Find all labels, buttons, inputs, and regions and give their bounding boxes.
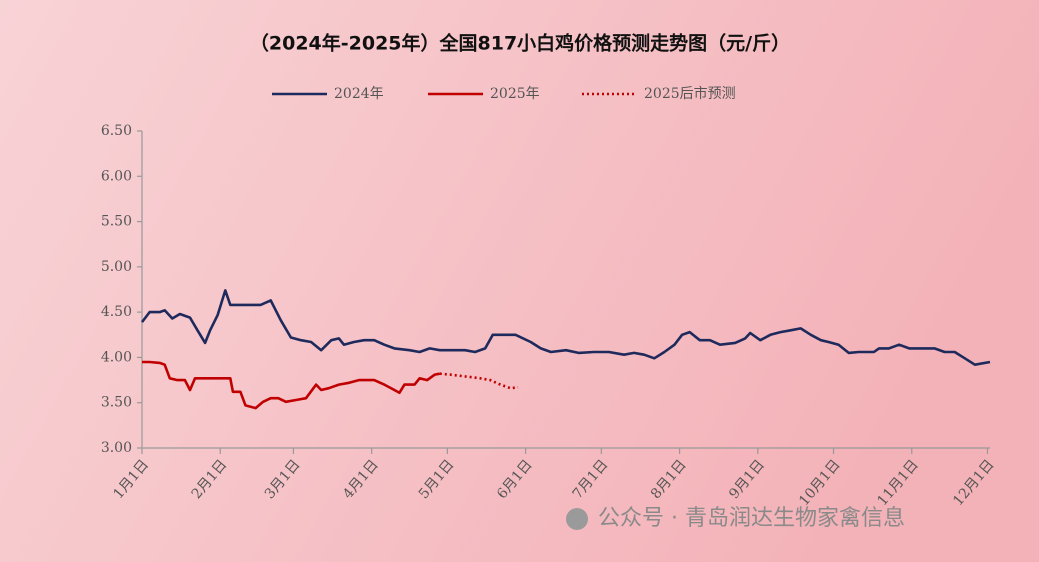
legend-label: 2025后市预测 [644, 85, 736, 102]
y-tick-label: 3.50 [101, 395, 132, 411]
chart-title: （2024年-2025年）全国817小白鸡价格预测走势图（元/斤） [250, 32, 790, 55]
legend-item: 2024年 [272, 86, 384, 102]
legend-label: 2025年 [490, 86, 540, 102]
legend-label: 2024年 [334, 86, 384, 102]
watermark-text: 公众号 · 青岛润达生物家禽信息 [598, 506, 905, 531]
legend: 2024年 2025年 2025后市预测 [272, 85, 736, 102]
y-tick-label: 4.50 [101, 304, 132, 320]
y-tick-label: 5.00 [101, 259, 132, 275]
y-tick-label: 3.00 [101, 440, 132, 456]
y-tick-label: 5.50 [101, 214, 132, 230]
series-line [142, 360, 441, 410]
legend-item: 2025后市预测 [582, 85, 736, 102]
y-tick-label: 6.50 [101, 123, 132, 139]
series-line [439, 372, 519, 390]
y-tick-label: 4.00 [101, 349, 132, 365]
legend-item: 2025年 [428, 86, 540, 102]
watermark: 公众号 · 青岛润达生物家禽信息 [566, 506, 905, 531]
series-line [140, 289, 991, 366]
watermark-icon [566, 508, 588, 530]
y-tick-label: 6.00 [101, 168, 132, 184]
